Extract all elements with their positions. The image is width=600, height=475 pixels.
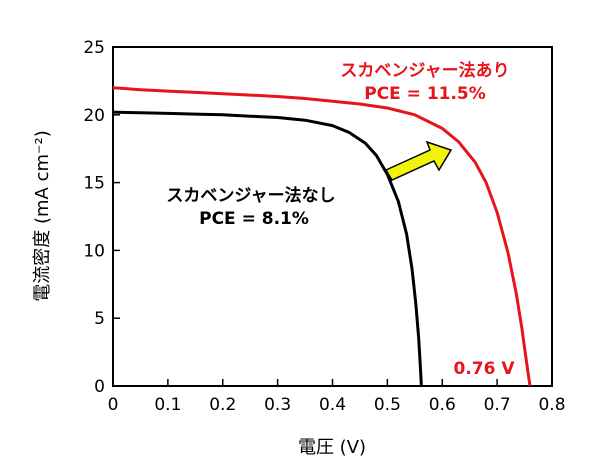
x-tick-label: 0 — [108, 395, 119, 415]
x-tick-label: 0.6 — [429, 395, 456, 415]
x-axis-title: 電圧 (V) — [298, 437, 366, 458]
annotation-with-pce: PCE = 11.5% — [364, 84, 486, 104]
annotation-voc: 0.76 V — [453, 359, 515, 379]
series-line-without-scavenger — [112, 110, 423, 387]
x-axis-ticks: 0 0.1 0.2 0.3 0.4 0.5 0.6 0.7 0.8 — [108, 379, 566, 415]
annotation-without-scavenger: スカベンジャー法なし — [166, 185, 335, 206]
y-tick-label: 15 — [83, 174, 105, 194]
x-tick-label: 0.7 — [484, 395, 511, 415]
x-tick-label: 0.4 — [319, 395, 346, 415]
x-tick-label: 0.1 — [154, 395, 181, 415]
annotation-without-pce: PCE = 8.1% — [199, 209, 309, 229]
x-tick-label: 0.3 — [264, 395, 291, 415]
x-tick-label: 0.8 — [538, 395, 565, 415]
y-tick-label: 20 — [83, 106, 105, 126]
y-tick-label: 25 — [83, 38, 105, 58]
y-axis-title: 電流密度 (mA cm⁻²) — [32, 130, 53, 301]
plot-frame — [112, 46, 553, 387]
series-line-with-scavenger — [112, 86, 532, 387]
y-tick-label: 10 — [83, 241, 105, 261]
y-tick-label: 5 — [94, 309, 105, 329]
annotation-with-scavenger: スカベンジャー法あり — [340, 60, 509, 81]
y-axis-ticks: 0 5 10 15 20 25 — [83, 38, 120, 397]
x-tick-label: 0.5 — [374, 395, 401, 415]
improvement-arrow — [384, 140, 453, 181]
x-tick-label: 0.2 — [209, 395, 236, 415]
y-tick-label: 0 — [94, 377, 105, 397]
series-group — [112, 86, 532, 387]
